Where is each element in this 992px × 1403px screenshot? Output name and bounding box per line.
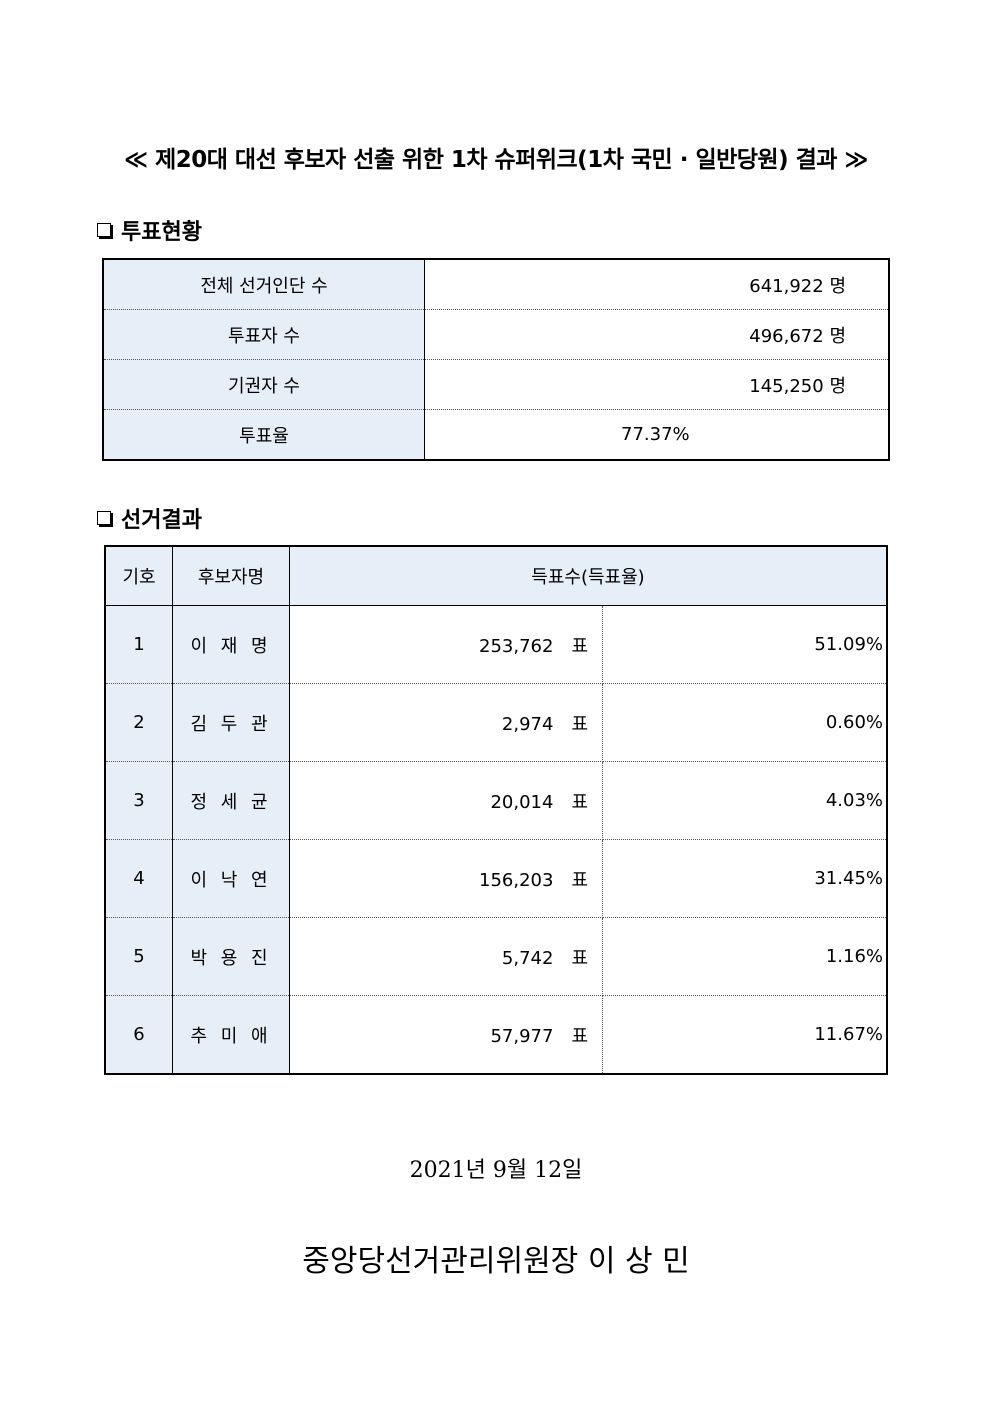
vote-count: 156,203 [479,869,554,891]
candidate-name: 박 용 진 [172,917,290,996]
vote-count: 5,742 [501,947,554,969]
vote-percent: 31.45% [602,839,887,918]
vote-unit: 표 [571,1025,588,1047]
vote-percent: 11.67% [814,1024,883,1045]
vote-unit: 표 [571,635,588,657]
vote-count-cell: 57,977 표 [289,995,603,1074]
row-label: 투표자 수 [103,309,425,360]
row-label: 투표율 [103,409,425,460]
vote-count-cell: 253,762 표 [289,605,603,684]
checkbox-bullet-icon [97,223,111,237]
page-title: ≪ 제20대 대선 후보자 선출 위한 1차 슈퍼위크(1차 국민 · 일반당원… [123,147,869,173]
table-row: 투표율 77.37% [103,409,889,460]
vote-count-cell: 156,203 표 [289,839,603,918]
candidate-no: 6 [105,995,173,1074]
date: 2021년 9월 12일 [409,1158,583,1183]
vote-count-cell: 5,742 표 [289,917,603,996]
row-label: 기권자 수 [103,359,425,410]
vote-percent: 1.16% [602,917,887,996]
vote-count: 20,014 [490,791,554,813]
table-row: 기권자 수 145,250 명 [103,359,889,410]
candidate-no: 2 [105,683,173,762]
candidate-name: 이 재 명 [172,605,290,684]
row-value: 145,250 명 [424,359,889,410]
candidate-name: 이 낙 연 [172,839,290,918]
candidate-name: 추 미 애 [172,995,290,1074]
vote-unit: 표 [571,869,588,891]
section-heading-results: 선거결과 [97,502,202,534]
candidate-no: 3 [105,761,173,840]
vote-unit: 표 [571,791,588,813]
vote-count: 253,762 [479,635,554,657]
header-votes: 득표수(득표율) [289,546,887,606]
row-value: 77.37% [621,424,690,445]
row-label: 전체 선거인단 수 [103,259,425,310]
table-row: 투표자 수 496,672 명 [103,309,889,360]
vote-percent: 0.60% [602,683,887,762]
signature: 중앙당선거관리위원장 이 상 민 [302,1244,690,1279]
vote-unit: 표 [571,713,588,735]
vote-count-cell: 20,014 표 [289,761,603,840]
candidate-name: 김 두 관 [172,683,290,762]
candidate-no: 1 [105,605,173,684]
turnout-table: 전체 선거인단 수 641,922 명 투표자 수 496,672 명 기권자 수 145… [102,258,890,461]
vote-count-cell: 2,974 표 [289,683,603,762]
header-name: 후보자명 [172,546,290,606]
table-row: 전체 선거인단 수 641,922 명 [103,259,889,310]
vote-count: 57,977 [490,1025,554,1047]
row-value: 496,672 명 [424,309,889,360]
vote-unit: 표 [571,947,588,969]
header-no: 기호 [105,546,173,606]
row-value: 641,922 명 [424,259,889,310]
table-header-row: 기호 후보자명 득표수(득표율) [105,546,887,606]
candidate-no: 4 [105,839,173,918]
vote-count: 2,974 [501,713,554,735]
section-heading-turnout: 투표현황 [97,214,202,246]
candidate-name: 정 세 균 [172,761,290,840]
checkbox-bullet-icon [97,511,111,525]
vote-percent: 4.03% [602,761,887,840]
candidate-no: 5 [105,917,173,996]
vote-percent: 51.09% [602,605,887,684]
